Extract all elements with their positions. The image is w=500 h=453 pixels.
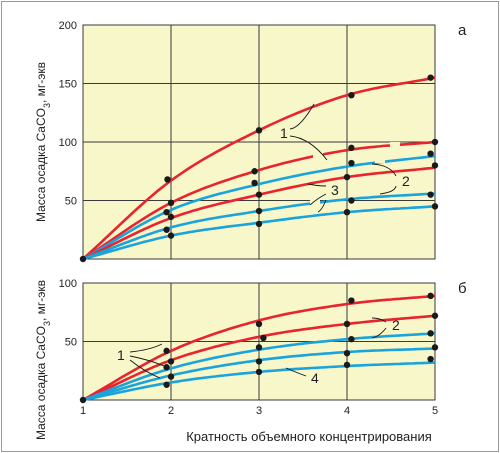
data-point [343, 320, 351, 328]
data-point [251, 179, 258, 187]
y-tick-label: 150 [59, 79, 77, 91]
panel-a-tick-labels: 50 100 150 200 [59, 20, 77, 208]
data-point-origin [79, 255, 87, 263]
data-point [427, 150, 434, 157]
data-point [167, 358, 175, 365]
data-point [251, 168, 258, 175]
series-line-red [82, 294, 436, 402]
x-tick-label: 1 [80, 405, 86, 417]
data-point [348, 197, 355, 204]
data-point [431, 344, 439, 351]
panel-a-points [79, 74, 439, 263]
data-point [343, 350, 351, 357]
y-axis-label-a: Масса осадка CaCO3, мг-экв [34, 62, 52, 222]
data-point [431, 162, 439, 169]
y-tick-label: 50 [65, 196, 77, 208]
data-point [343, 209, 351, 216]
panel-b-grid [83, 283, 435, 400]
x-axis-label: Кратность объемного концентрирования [186, 429, 432, 444]
data-point [163, 364, 170, 371]
panel-b-points [79, 292, 439, 404]
data-point [343, 361, 351, 369]
data-point [427, 191, 434, 198]
data-point [255, 368, 263, 376]
y-axis-label-b: Масса осадка CaCO3, мг-экв [34, 280, 52, 440]
data-point [163, 209, 170, 216]
data-point [167, 232, 175, 239]
label-2-leader-top [371, 163, 397, 177]
data-point [163, 381, 170, 388]
data-point [163, 226, 170, 233]
data-point [255, 344, 263, 351]
x-tick-label: 4 [344, 405, 350, 417]
series-line-red [82, 314, 436, 402]
curve-label-a-1: 1 [280, 125, 288, 141]
label-1b-leader-top [129, 343, 163, 353]
curve-break [390, 142, 400, 150]
panel-a-annotations [289, 103, 397, 213]
label-3-leader-top [307, 183, 327, 187]
data-point [255, 191, 263, 198]
data-point [255, 320, 263, 328]
data-point [348, 92, 355, 99]
label-1b-leader-bottom [129, 359, 161, 379]
panel-a-letter: а [458, 22, 467, 39]
data-point [348, 144, 355, 152]
label-2b-leader-bottom [371, 327, 387, 339]
label-3-leader-bottom [317, 199, 327, 213]
data-point [167, 213, 175, 221]
data-point [431, 203, 439, 210]
curve-break [310, 198, 320, 206]
data-point [348, 297, 355, 304]
y-tick-label: 200 [59, 20, 77, 32]
curve-label-a-2: 2 [402, 173, 410, 189]
label-2b-leader-top [371, 317, 387, 323]
panel-b-tick-labels: 1 2 3 4 5 50 100 [59, 278, 438, 417]
label-2-leader-bottom [379, 185, 397, 195]
data-point [164, 176, 171, 183]
y-tick-label: 100 [59, 278, 77, 290]
label-3-leader-mid [309, 193, 327, 206]
curve-break [313, 152, 323, 160]
data-point [427, 74, 434, 81]
data-point-origin [79, 396, 87, 404]
data-point [255, 127, 263, 134]
data-point [431, 312, 439, 319]
curve-label-b-1: 1 [117, 347, 125, 363]
label-4b-leader [285, 367, 307, 377]
panel-a-grid [83, 25, 435, 259]
x-tick-label: 5 [432, 405, 438, 417]
series-line-red [82, 140, 436, 261]
panel-b-letter: б [458, 280, 467, 297]
panel-b-annotations [129, 317, 387, 379]
curve-label-a-3: 3 [331, 182, 339, 198]
x-tick-label: 2 [168, 405, 174, 417]
data-point [343, 173, 351, 181]
data-point [348, 335, 355, 343]
data-point [260, 334, 267, 342]
curve-break [383, 147, 393, 155]
data-point [255, 220, 263, 228]
curve-label-b-4: 4 [311, 370, 319, 386]
y-tick-label: 100 [59, 137, 77, 149]
data-point [255, 358, 263, 365]
label-1-leader-top [289, 103, 315, 130]
data-point [163, 347, 170, 355]
data-point [431, 138, 439, 146]
label-1-leader-bottom [289, 135, 328, 161]
y-tick-label: 50 [65, 337, 77, 349]
data-point [427, 292, 434, 300]
label-1b-leader-mid [129, 355, 165, 367]
curve-label-b-2: 2 [392, 317, 400, 333]
data-point [427, 355, 434, 363]
data-point [255, 207, 263, 215]
data-point [427, 330, 434, 337]
x-tick-label: 3 [256, 405, 262, 417]
curve-break [375, 155, 385, 163]
data-point [348, 159, 355, 167]
data-point [167, 199, 175, 207]
data-point [167, 373, 175, 380]
